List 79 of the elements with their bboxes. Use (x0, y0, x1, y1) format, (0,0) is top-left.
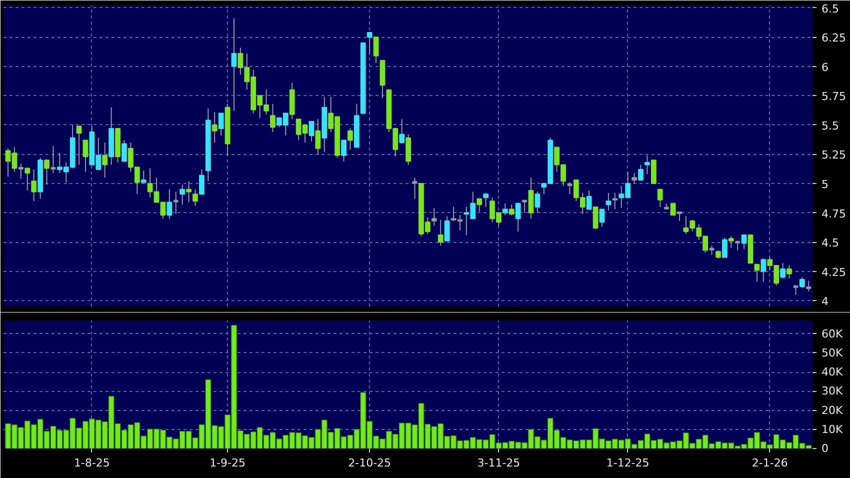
candlestick (186, 180, 192, 203)
y-tick-label: 10K (822, 422, 844, 436)
candlestick (599, 208, 605, 228)
y-tick-label: 4.75 (822, 207, 846, 220)
candlestick (212, 112, 218, 144)
y-tick-label: 6 (822, 60, 828, 74)
candlestick (431, 208, 437, 226)
candlestick (348, 128, 353, 150)
x-tick-label: 2-1-26 (752, 456, 788, 470)
x-tick-label: 2-10-25 (348, 456, 392, 470)
candlestick (476, 198, 482, 212)
candlestick (515, 202, 521, 232)
candlestick (231, 18, 237, 112)
candlestick (308, 120, 314, 142)
candlestick (670, 202, 676, 216)
x-tick-label: 1-9-25 (210, 456, 246, 470)
candlestick (373, 36, 379, 64)
candlestick (406, 134, 412, 166)
candlestick (315, 118, 321, 155)
candlestick (173, 191, 178, 214)
candlestick (786, 265, 792, 279)
candlestick (534, 191, 540, 214)
y-tick-label: 6.5 (822, 2, 839, 16)
candlestick (412, 177, 418, 200)
candlestick (82, 140, 88, 172)
candlestick (31, 168, 37, 202)
candlestick (438, 219, 444, 246)
candlestick (709, 245, 714, 256)
candlestick (567, 182, 572, 195)
candlestick (677, 211, 682, 222)
candlestick (76, 126, 82, 166)
candlestick (502, 202, 508, 216)
candlestick (341, 140, 346, 162)
candlestick (657, 188, 663, 208)
candlestick (399, 118, 405, 144)
candlestick (366, 32, 372, 56)
candlestick (632, 172, 637, 184)
candlestick (606, 192, 612, 211)
y-tick-label: 6.25 (822, 32, 846, 45)
candlestick (483, 192, 488, 208)
x-tick-label: 3-11-25 (477, 456, 520, 470)
candlestick (122, 140, 127, 162)
candlestick (522, 200, 527, 214)
candlestick (508, 204, 514, 216)
candlestick (806, 280, 812, 292)
y-tick-label: 60K (822, 327, 844, 340)
y-tick-label: 30K (822, 384, 844, 398)
y-tick-label: 5.25 (822, 148, 846, 162)
candlestick (140, 170, 146, 183)
y-tick-label: 20K (822, 404, 844, 417)
candlestick (444, 216, 450, 242)
y-tick-label: 4 (822, 295, 828, 308)
candlestick (270, 103, 276, 132)
y-tick-label: 40K (822, 366, 844, 379)
candlestick (612, 192, 618, 210)
candlestick (722, 236, 728, 258)
candlestick (180, 184, 186, 206)
y-tick-label: 50K (822, 346, 844, 360)
candlestick (592, 206, 598, 230)
x-tick-label: 1-8-25 (74, 456, 110, 470)
x-tick-label: 1-12-25 (606, 456, 650, 470)
candlestick (192, 188, 198, 206)
candlestick (50, 146, 56, 174)
candlestick (102, 142, 108, 178)
y-tick-label: 4.25 (822, 266, 846, 279)
candlestick (18, 163, 24, 180)
y-tick-label: 5 (822, 178, 828, 192)
candlestick (586, 190, 592, 210)
candlestick (780, 262, 786, 279)
candlestick (644, 154, 650, 175)
candlestick (754, 264, 760, 282)
candlestick (199, 168, 204, 195)
y-tick-label: 4.5 (822, 236, 839, 250)
candlestick (650, 160, 656, 184)
candlestick (760, 258, 766, 282)
y-tick-label: 5.5 (822, 119, 839, 132)
y-tick-label: 0 (822, 442, 828, 455)
y-tick-label: 5.75 (822, 90, 846, 104)
candlestick (218, 112, 224, 136)
